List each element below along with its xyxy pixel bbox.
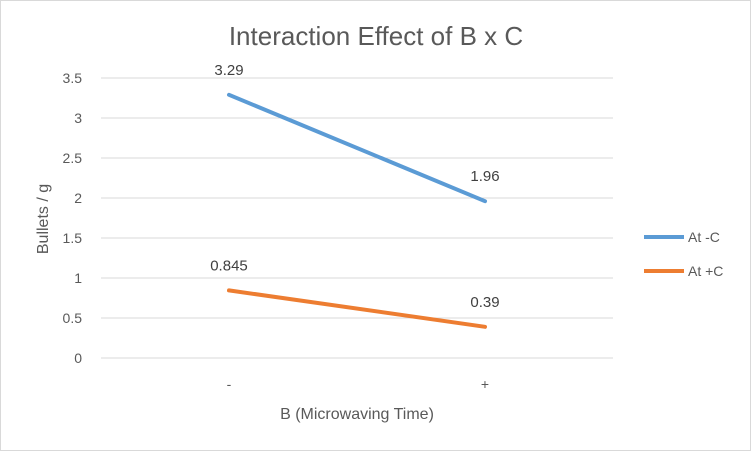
y-tick-label: 2	[74, 190, 82, 206]
y-axis-title: Bullets / g	[35, 184, 52, 254]
y-tick-label: 3.5	[63, 70, 83, 86]
data-label: 0.39	[470, 294, 499, 311]
chart-title: Interaction Effect of B x C	[229, 21, 523, 51]
series-line	[227, 288, 487, 329]
x-tick-label: +	[481, 376, 489, 392]
y-axis-tick-labels: 0 0.5 1 1.5 2 2.5 3 3.5	[63, 70, 83, 366]
y-tick-label: 1	[74, 270, 82, 286]
y-tick-label: 0.5	[63, 310, 83, 326]
legend-label: At -C	[688, 229, 720, 245]
legend: At -C At +C	[644, 229, 723, 279]
data-label: 1.96	[470, 168, 499, 185]
gridlines	[101, 77, 613, 359]
data-label: 3.29	[214, 62, 243, 79]
y-tick-label: 0	[74, 350, 82, 366]
x-tick-label: -	[227, 376, 232, 392]
y-tick-label: 3	[74, 110, 82, 126]
y-tick-label: 1.5	[63, 230, 83, 246]
data-labels: 3.29 1.96 0.845 0.39	[210, 62, 499, 311]
series-line	[227, 92, 487, 204]
y-tick-label: 2.5	[63, 150, 83, 166]
legend-label: At +C	[688, 263, 723, 279]
x-axis-title: B (Microwaving Time)	[280, 406, 434, 423]
x-axis-tick-labels: - +	[227, 376, 489, 392]
data-label: 0.845	[210, 257, 248, 274]
series-lines	[227, 92, 487, 329]
